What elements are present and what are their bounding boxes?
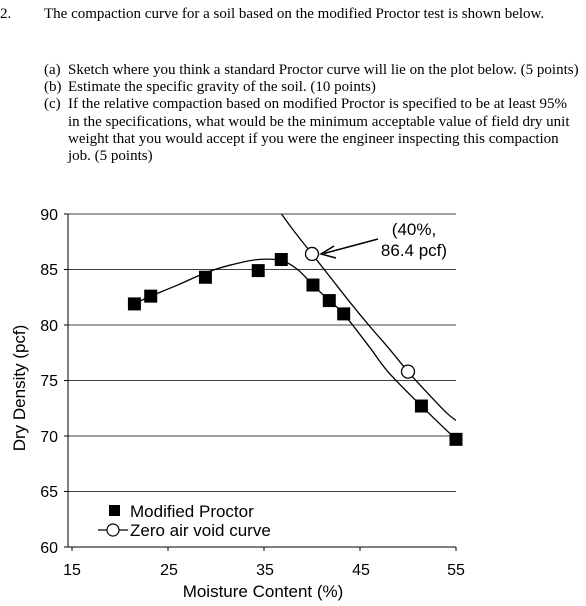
x-tick-label: 45 [352, 562, 370, 579]
problem-statement: The compaction curve for a soil based on… [44, 6, 545, 22]
legend: Modified Proctor Zero air void curve [98, 502, 271, 540]
chart-curves [134, 214, 456, 440]
part-b-label: (b) [44, 79, 62, 96]
part-c: (c) If the relative compaction based on … [44, 96, 579, 165]
part-b-text: Estimate the specific gravity of the soi… [68, 79, 376, 96]
y-tick-label: 65 [40, 484, 58, 501]
x-tick-label: 55 [447, 562, 465, 579]
legend-square-marker [109, 505, 120, 516]
legend-label-modified-proctor: Modified Proctor [130, 502, 254, 521]
modified-proctor-point [144, 289, 158, 303]
modified-proctor-point [251, 264, 265, 278]
modified-proctor-curve [134, 258, 456, 440]
modified-proctor-point [198, 270, 212, 284]
part-a-text: Sketch where you think a standard Procto… [68, 62, 579, 78]
part-a-label: (a) [44, 62, 61, 78]
zero-air-void-line [280, 214, 456, 421]
modified-proctor-point [127, 297, 141, 311]
part-c-text: If the relative compaction based on modi… [68, 96, 570, 165]
y-tick-label: 75 [40, 373, 58, 390]
modified-proctor-point [337, 307, 351, 321]
modified-proctor-point [274, 253, 288, 267]
x-tick-label: 15 [63, 562, 81, 579]
y-axis-title: Dry Density (pcf) [10, 325, 29, 452]
y-tick-label: 60 [40, 540, 58, 557]
annotation-box [376, 216, 454, 262]
problem-number: 2. [0, 6, 12, 22]
y-tick-labels: 60 65 70 75 80 85 90 [40, 207, 58, 557]
annotation-arrow-head [319, 245, 337, 259]
point-annotation: (40%, 86.4 pcf) [319, 216, 454, 262]
zero-air-void-point [400, 364, 416, 379]
chart-axes [64, 213, 457, 551]
modified-proctor-point [449, 432, 463, 446]
modified-proctor-point [306, 278, 320, 292]
x-tick-labels: 15 25 35 45 55 [63, 562, 465, 579]
legend-circle-marker [106, 523, 120, 537]
part-b: (b) Estimate the specific gravity of the… [44, 79, 579, 96]
y-tick-label: 90 [40, 207, 58, 224]
legend-label-zero-air-void: Zero air void curve [130, 521, 271, 540]
annotation-line-1: (40%, [392, 220, 436, 239]
part-a: (a) Sketch where you think a standard Pr… [44, 62, 579, 79]
modified-proctor-point [322, 294, 336, 308]
problem-parts: (a) Sketch where you think a standard Pr… [44, 62, 579, 165]
y-tick-label: 70 [40, 429, 58, 446]
x-tick-label: 25 [160, 562, 178, 579]
annotation-arrow [321, 238, 379, 255]
zero-air-void-point [304, 246, 320, 262]
y-tick-label: 80 [40, 318, 58, 335]
modified-proctor-point [414, 399, 428, 413]
x-axis-title: Moisture Content (%) [183, 582, 344, 601]
y-tick-label: 85 [40, 262, 58, 279]
chart-points [127, 246, 463, 446]
part-c-label: (c) [44, 96, 61, 113]
x-tick-label: 35 [256, 562, 274, 579]
annotation-line-2: 86.4 pcf) [381, 241, 447, 260]
